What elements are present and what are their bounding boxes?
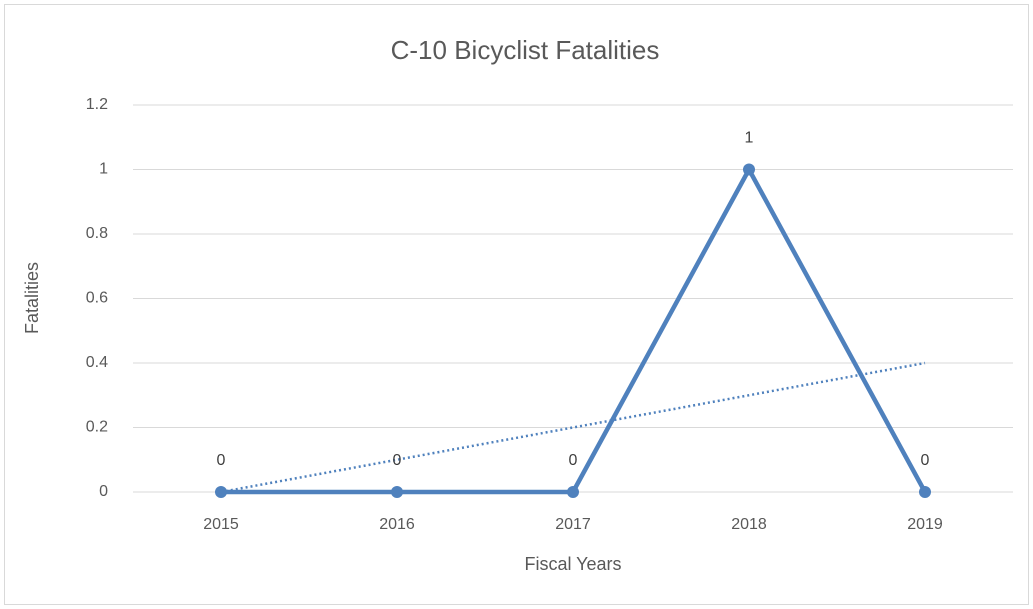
y-tick-label: 1 — [99, 161, 108, 178]
data-label: 0 — [393, 452, 402, 469]
data-label: 0 — [217, 452, 226, 469]
chart-title: C-10 Bicyclist Fatalities — [391, 35, 660, 65]
trendline — [220, 361, 926, 494]
y-tick-label: 0.4 — [86, 354, 108, 371]
y-tick-label: 0.8 — [86, 225, 108, 242]
data-label: 1 — [745, 130, 754, 147]
data-point — [743, 163, 755, 176]
y-tick-label: 0.6 — [86, 290, 108, 307]
x-tick-label: 2018 — [731, 516, 767, 533]
y-tick-label: 0.2 — [86, 419, 108, 436]
y-tick-label: 1.2 — [86, 96, 108, 113]
data-label: 0 — [569, 452, 578, 469]
x-tick-label: 2017 — [555, 516, 591, 533]
data-point — [391, 486, 403, 498]
data-point — [567, 486, 579, 498]
x-tick-label: 2019 — [907, 516, 943, 533]
x-axis-label: Fiscal Years — [524, 554, 621, 574]
data-label: 0 — [921, 452, 930, 469]
data-point — [919, 486, 931, 498]
x-tick-label: 2016 — [379, 516, 415, 533]
y-tick-label: 0 — [99, 483, 108, 500]
y-axis-label: Fatalities — [22, 262, 42, 334]
x-tick-label: 2015 — [203, 516, 239, 533]
data-point — [215, 486, 227, 498]
chart-border — [4, 4, 1029, 605]
